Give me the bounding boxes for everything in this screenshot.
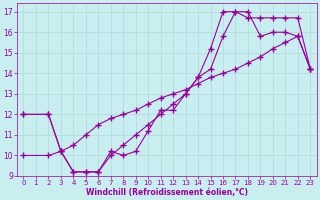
X-axis label: Windchill (Refroidissement éolien,°C): Windchill (Refroidissement éolien,°C) [86,188,248,197]
